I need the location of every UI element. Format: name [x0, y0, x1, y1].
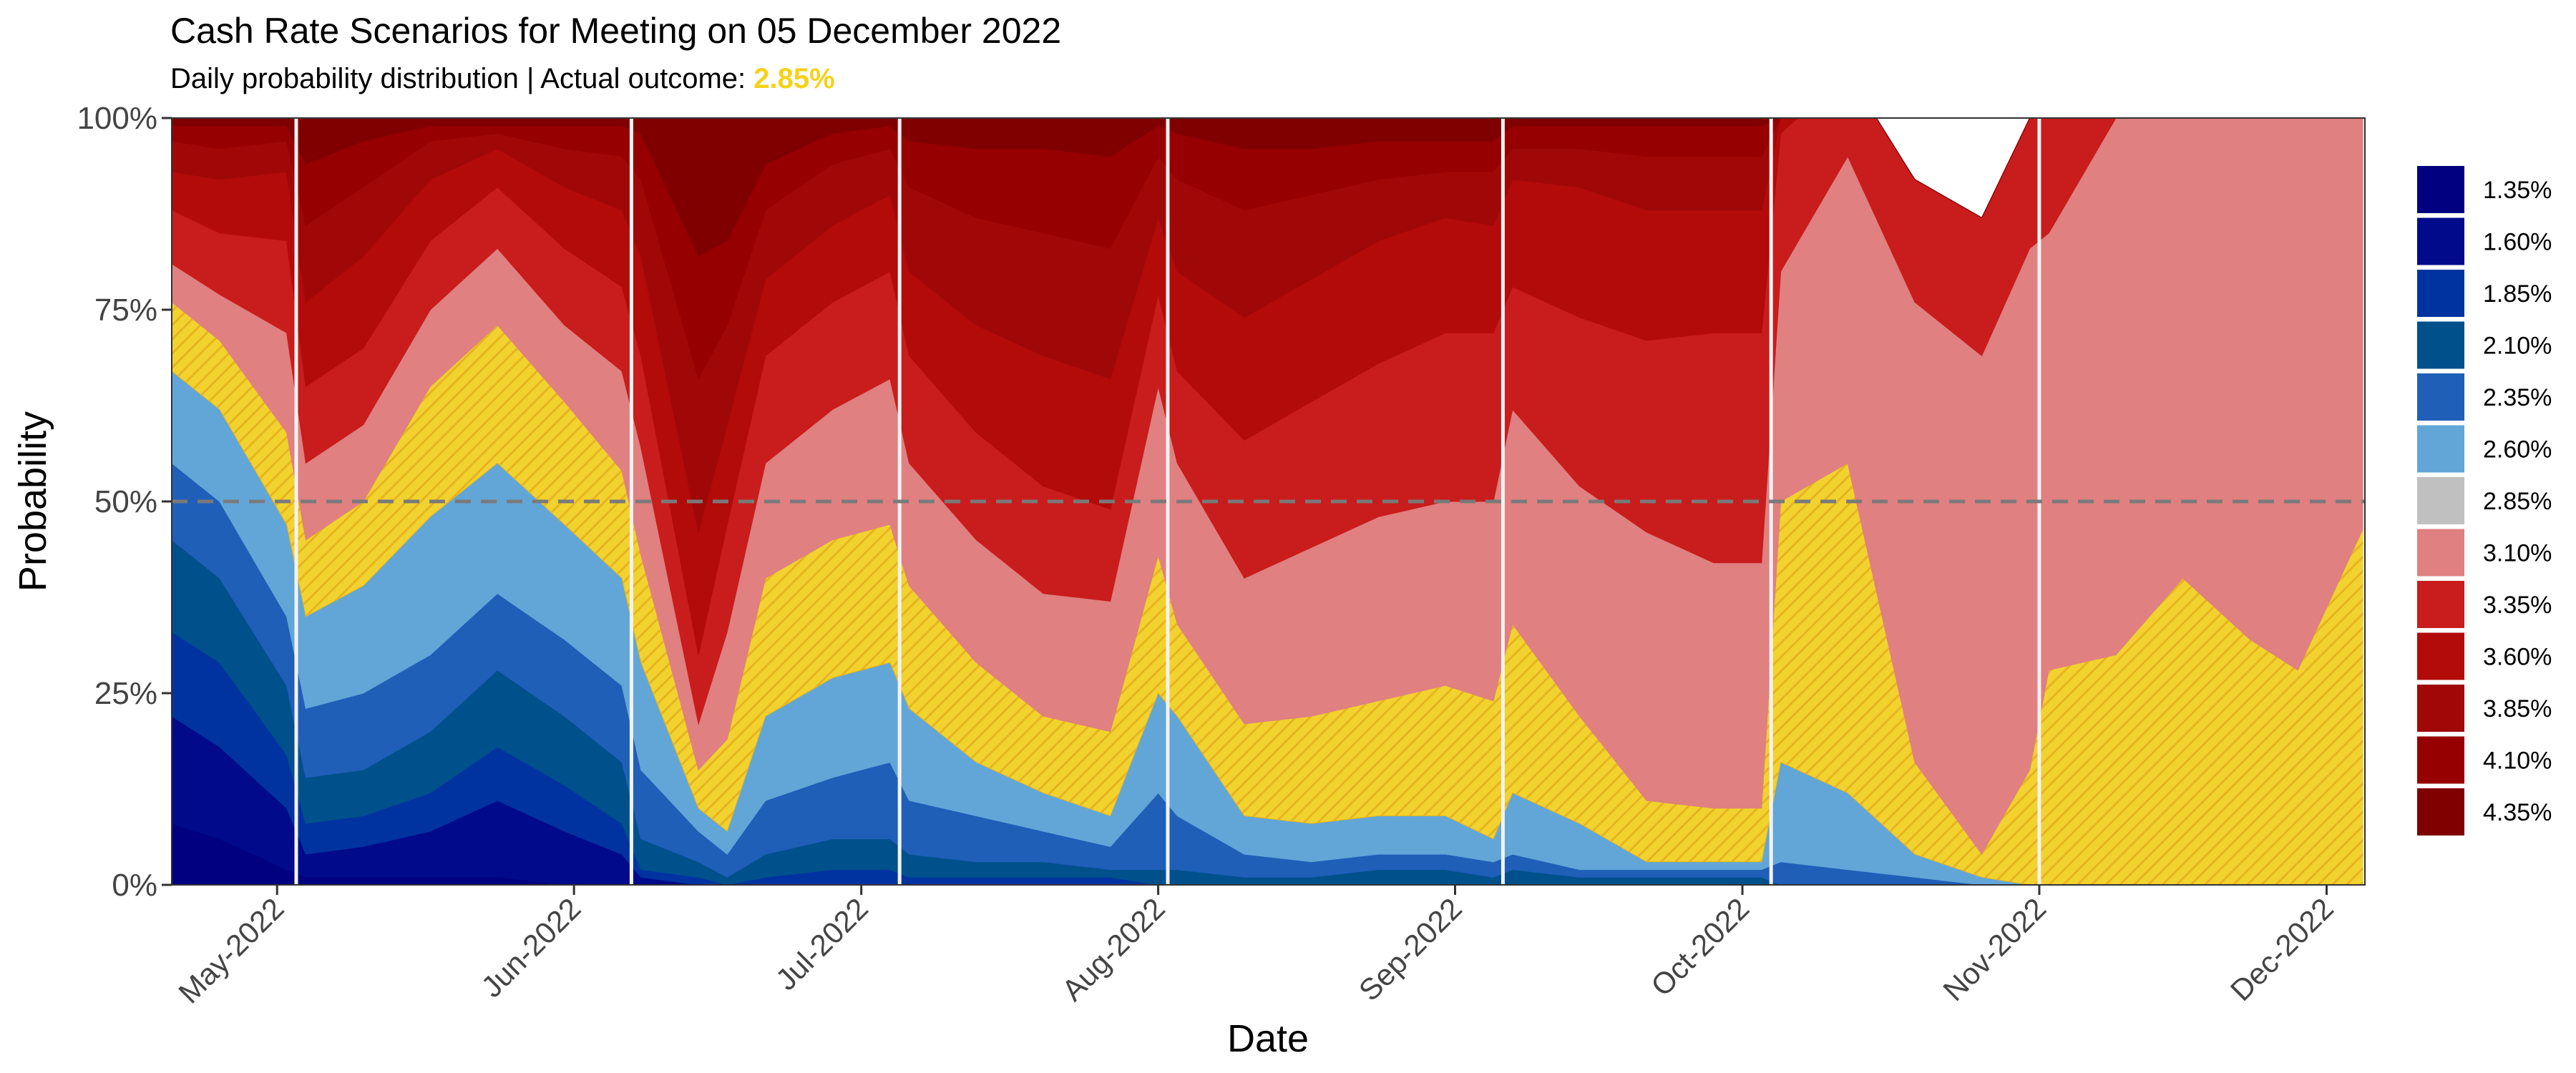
y-axis-label: Probability	[11, 411, 54, 592]
area-series-1-60pct	[172, 715, 2365, 885]
legend-key	[2417, 632, 2464, 680]
legend-label: 2.60%	[2483, 436, 2552, 464]
legend-label: 1.35%	[2483, 177, 2552, 204]
x-tick-label: Dec-2022	[2224, 891, 2340, 1007]
actual-outcome-value: 2.85%	[753, 63, 835, 94]
legend-key	[2417, 736, 2464, 784]
legend-label: 4.35%	[2483, 799, 2552, 826]
legend-label: 2.10%	[2483, 333, 2552, 360]
legend-label: 2.85%	[2483, 488, 2552, 515]
x-axis-label: Date	[1227, 1017, 1309, 1060]
chart-title: Cash Rate Scenarios for Meeting on 05 De…	[170, 11, 1062, 51]
legend-label: 3.10%	[2483, 540, 2552, 567]
area-layers	[172, 118, 2365, 885]
y-tick-label: 25%	[94, 676, 157, 711]
y-axis: 0% 25% 50% 75% 100%	[77, 101, 172, 903]
legend-key	[2417, 373, 2464, 421]
legend-label: 3.85%	[2483, 695, 2552, 722]
x-tick-label: Aug-2022	[1055, 891, 1171, 1007]
x-tick-label: May-2022	[172, 891, 290, 1009]
legend-label: 4.10%	[2483, 748, 2552, 775]
x-tick-label: Oct-2022	[1644, 891, 1755, 1002]
legend-key	[2417, 321, 2464, 369]
x-tick-label: Sep-2022	[1352, 891, 1468, 1007]
legend-label: 3.35%	[2483, 592, 2552, 619]
legend-key	[2417, 217, 2464, 265]
legend-key	[2417, 529, 2464, 577]
chart-subtitle: Daily probability distribution | Actual …	[170, 63, 835, 95]
y-tick-label: 50%	[94, 484, 157, 519]
legend-label: 1.85%	[2483, 280, 2552, 308]
legend-key	[2417, 477, 2464, 524]
legend: 1.35% 1.60% 1.85% 2.10% 2.35% 2.60% 2.85% 3.10%…	[2417, 166, 2552, 836]
legend-key	[2417, 581, 2464, 628]
legend-key	[2417, 425, 2464, 473]
legend-label: 3.60%	[2483, 644, 2552, 671]
x-tick-label: Jun-2022	[474, 891, 587, 1004]
x-tick-label: Nov-2022	[1936, 891, 2052, 1007]
legend-key	[2417, 270, 2464, 317]
y-tick-label: 75%	[94, 293, 157, 328]
legend-key	[2417, 166, 2464, 213]
y-tick-label: 100%	[77, 101, 157, 136]
x-tick-label: Jul-2022	[769, 891, 874, 996]
legend-key	[2417, 788, 2464, 836]
legend-key	[2417, 685, 2464, 732]
area-series-4-35pct	[172, 118, 2365, 257]
y-tick-label: 0%	[112, 868, 157, 903]
legend-label: 1.60%	[2483, 229, 2552, 256]
area-series-1-35pct	[172, 823, 2365, 885]
x-axis: May-2022 Jun-2022 Jul-2022 Aug-2022 Sep-2022…	[172, 885, 2340, 1009]
legend-label: 2.35%	[2483, 384, 2552, 411]
subtitle-prefix: Daily probability distribution | Actual …	[170, 63, 754, 94]
